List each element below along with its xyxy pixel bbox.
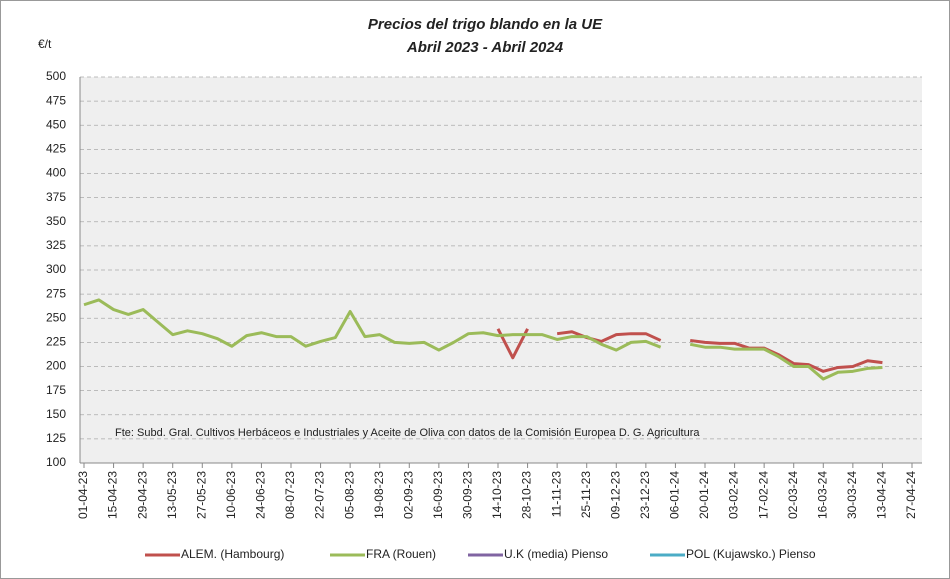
x-tick-label: 27-04-24 (904, 471, 918, 519)
x-tick-label: 30-09-23 (461, 471, 475, 519)
x-tick-label: 29-04-23 (135, 471, 149, 519)
y-tick-label: 475 (46, 93, 66, 107)
x-tick-label: 28-10-23 (520, 471, 534, 519)
y-axis-label: €/t (38, 37, 52, 51)
y-tick-label: 425 (46, 142, 66, 156)
x-tick-label: 15-04-23 (106, 471, 120, 519)
x-tick-label: 23-12-23 (638, 471, 652, 519)
x-tick-label: 02-09-23 (401, 471, 415, 519)
x-tick-label: 22-07-23 (313, 471, 327, 519)
y-tick-label: 100 (46, 455, 66, 469)
x-tick-label: 20-01-24 (697, 471, 711, 519)
x-tick-label: 19-08-23 (372, 471, 386, 519)
x-tick-label: 05-08-23 (342, 471, 356, 519)
y-tick-label: 350 (46, 214, 66, 228)
y-tick-label: 450 (46, 117, 66, 131)
x-tick-label: 02-03-24 (786, 471, 800, 519)
y-tick-label: 125 (46, 431, 66, 445)
y-tick-label: 275 (46, 286, 66, 300)
legend-label: POL (Kujawsko.) Pienso (686, 547, 816, 561)
x-tick-label: 11-11-23 (549, 471, 563, 518)
y-tick-label: 300 (46, 262, 66, 276)
x-tick-label: 10-06-23 (224, 471, 238, 519)
y-tick-label: 375 (46, 190, 66, 204)
y-tick-label: 325 (46, 238, 66, 252)
y-tick-label: 225 (46, 335, 66, 349)
x-tick-label: 24-06-23 (254, 471, 268, 519)
y-tick-label: 400 (46, 166, 66, 180)
chart-subtitle: Abril 2023 - Abril 2024 (406, 39, 564, 56)
x-tick-label: 16-03-24 (815, 471, 829, 519)
legend-label: U.K (media) Pienso (504, 547, 608, 561)
chart-title: Precios del trigo blando en la UE (368, 16, 603, 33)
x-tick-label: 01-04-23 (76, 471, 90, 519)
x-tick-label: 14-10-23 (490, 471, 504, 519)
legend-label: ALEM. (Hambourg) (181, 547, 284, 561)
x-tick-label: 09-12-23 (608, 471, 622, 519)
x-tick-label: 25-11-23 (579, 471, 593, 518)
y-tick-label: 150 (46, 407, 66, 421)
x-tick-label: 30-03-24 (845, 471, 859, 519)
series-line (496, 328, 883, 373)
x-tick-label: 17-02-24 (756, 471, 770, 519)
x-tick-label: 13-04-24 (875, 471, 889, 519)
legend-label: FRA (Rouen) (366, 547, 436, 561)
y-tick-label: 500 (46, 69, 66, 83)
y-tick-label: 200 (46, 359, 66, 373)
x-tick-label: 13-05-23 (165, 471, 179, 519)
x-tick-label: 16-09-23 (431, 471, 445, 519)
x-tick-label: 27-05-23 (194, 471, 208, 519)
y-tick-label: 175 (46, 383, 66, 397)
x-tick-label: 08-07-23 (283, 471, 297, 519)
x-tick-label: 03-02-24 (727, 471, 741, 519)
x-tick-label: 06-01-24 (668, 471, 682, 519)
annotation: Fte: Subd. Gral. Cultivos Herbáceos e In… (115, 427, 700, 439)
series-line (83, 298, 883, 381)
y-tick-label: 250 (46, 310, 66, 324)
